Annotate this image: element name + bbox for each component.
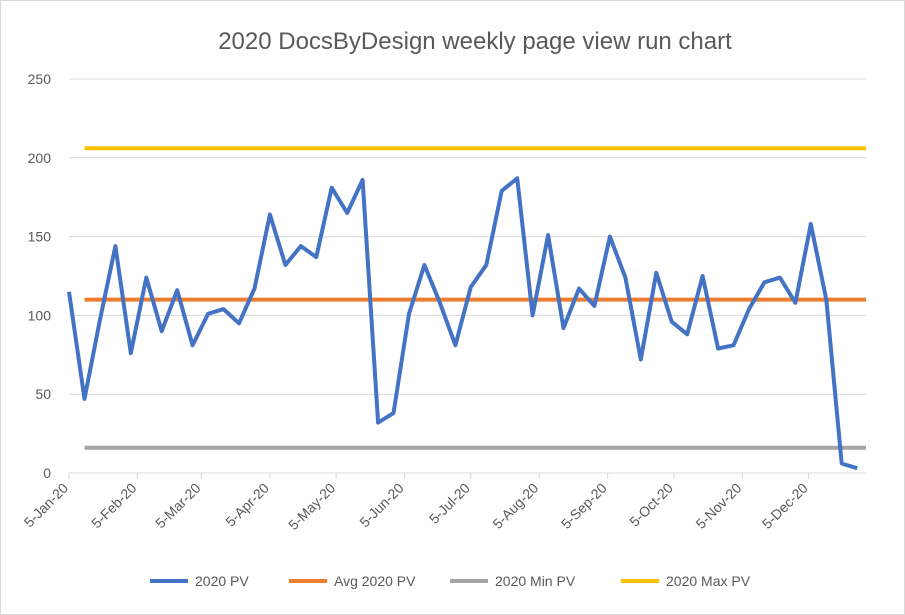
legend-label-avg-2020-pv: Avg 2020 PV — [334, 573, 416, 589]
x-tick-label: 5-Aug-20 — [489, 480, 541, 532]
chart-title: 2020 DocsByDesign weekly page view run c… — [218, 28, 732, 55]
x-tick-label: 5-Apr-20 — [222, 480, 272, 530]
y-tick-label: 0 — [43, 465, 51, 481]
y-tick-label: 50 — [35, 386, 51, 402]
y-tick-label: 100 — [28, 307, 52, 323]
series — [67, 146, 866, 471]
series-line-2020-pv — [67, 176, 858, 471]
x-tick-label: 5-Mar-20 — [152, 480, 204, 532]
x-tick-label: 5-Jan-20 — [21, 480, 72, 531]
y-axis: 0 50 100 150 200 250 — [28, 71, 52, 481]
x-tick-label: 5-Sep-20 — [558, 480, 610, 532]
gridlines — [69, 78, 866, 395]
x-tick-label: 5-Dec-20 — [759, 480, 811, 532]
x-tick-label: 5-May-20 — [285, 480, 338, 533]
x-tick-label: 5-Feb-20 — [88, 480, 140, 532]
x-tick-label: 5-Oct-20 — [626, 480, 676, 530]
y-tick-label: 250 — [28, 71, 52, 87]
legend-label-2020-max-pv: 2020 Max PV — [666, 573, 751, 589]
legend-label-2020-pv: 2020 PV — [195, 573, 249, 589]
x-axis: 5-Jan-20 5-Feb-20 5-Mar-20 5-Apr-20 5-May-20… — [21, 472, 866, 533]
x-tick-label: 5-Nov-20 — [692, 480, 744, 532]
x-tick-label: 5-Jun-20 — [356, 480, 407, 531]
y-tick-label: 200 — [28, 150, 52, 166]
legend-label-2020-min-pv: 2020 Min PV — [495, 573, 576, 589]
y-tick-label: 150 — [28, 229, 52, 245]
x-tick-label: 5-Jul-20 — [426, 480, 473, 527]
legend: 2020 PV Avg 2020 PV 2020 Min PV 2020 Max PV — [150, 573, 751, 589]
